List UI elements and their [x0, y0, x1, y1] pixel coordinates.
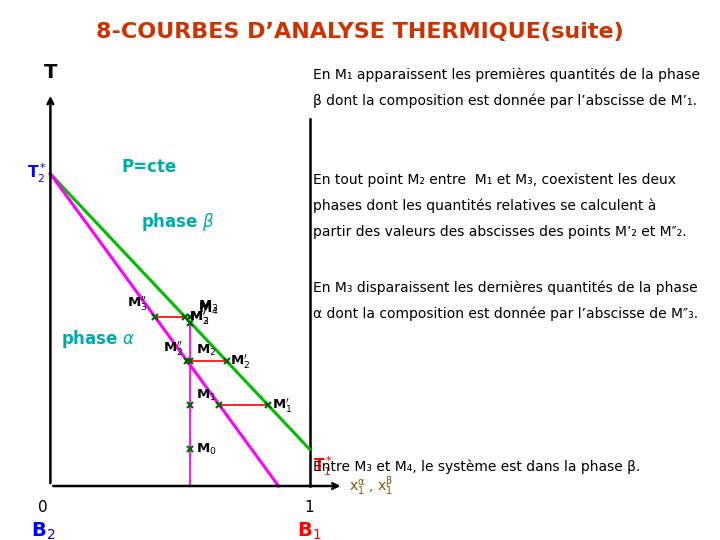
- Text: M$_2'$: M$_2'$: [230, 352, 251, 370]
- Text: B$_1$: B$_1$: [297, 521, 322, 540]
- Text: M$_2'$: M$_2'$: [189, 308, 209, 326]
- Text: B$_2$: B$_2$: [31, 521, 55, 540]
- Text: M$_3$: M$_3$: [197, 299, 218, 314]
- Text: P=cte: P=cte: [121, 158, 176, 176]
- Text: M$_2$: M$_2$: [196, 343, 216, 359]
- Text: phases dont les quantités relatives se calculent à: phases dont les quantités relatives se c…: [313, 199, 657, 213]
- Text: T$_1^*$: T$_1^*$: [313, 455, 333, 478]
- Text: Entre M₃ et M₄, le système est dans la phase β.: Entre M₃ et M₄, le système est dans la p…: [313, 459, 641, 474]
- Text: M$_3'$: M$_3'$: [189, 308, 210, 326]
- Text: 8-COURBES D’ANALYSE THERMIQUE(suite): 8-COURBES D’ANALYSE THERMIQUE(suite): [96, 22, 624, 42]
- Text: M$_1'$: M$_1'$: [271, 396, 292, 414]
- Text: M$_0$: M$_0$: [196, 442, 217, 457]
- Text: T$_2^*$: T$_2^*$: [27, 163, 47, 185]
- Text: 1: 1: [305, 500, 315, 515]
- Text: partir des valeurs des abscisses des points M’₂ et M″₂.: partir des valeurs des abscisses des poi…: [313, 225, 687, 239]
- Text: α dont la composition est donnée par l’abscisse de M″₃.: α dont la composition est donnée par l’a…: [313, 307, 698, 321]
- Text: En M₃ disparaissent les dernières quantités de la phase: En M₃ disparaissent les dernières quanti…: [313, 281, 698, 295]
- Text: 0: 0: [38, 500, 48, 515]
- Text: $\mathregular{x_1^{\alpha}}$ , $\mathregular{x_1^{\beta}}$: $\mathregular{x_1^{\alpha}}$ , $\mathreg…: [349, 475, 394, 497]
- Text: M$_3''$: M$_3''$: [127, 294, 148, 312]
- Text: M$_2''$: M$_2''$: [163, 339, 184, 357]
- Text: phase $\alpha$: phase $\alpha$: [60, 328, 135, 350]
- Text: M$_1$: M$_1$: [196, 387, 217, 402]
- Text: M$_4$: M$_4$: [197, 302, 218, 317]
- Text: T: T: [44, 63, 57, 82]
- Text: En M₁ apparaissent les premières quantités de la phase: En M₁ apparaissent les premières quantit…: [313, 68, 701, 82]
- Text: β dont la composition est donnée par l’abscisse de M’₁.: β dont la composition est donnée par l’a…: [313, 93, 697, 108]
- Text: phase $\beta$: phase $\beta$: [141, 211, 215, 233]
- Text: En tout point M₂ entre  M₁ et M₃, coexistent les deux: En tout point M₂ entre M₁ et M₃, coexist…: [313, 173, 676, 187]
